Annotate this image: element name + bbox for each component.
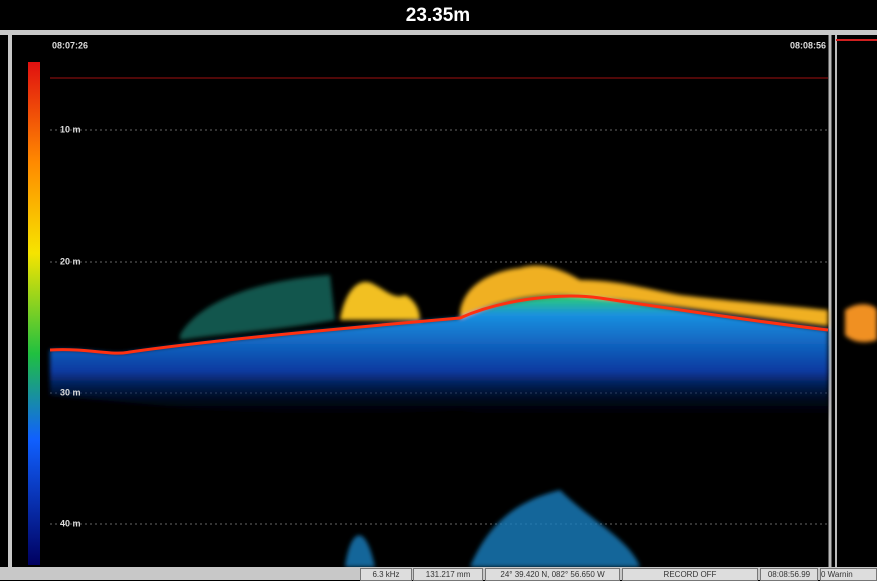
- status-field: RECORD OFF: [622, 568, 758, 581]
- depth-label: 30 m: [60, 387, 81, 397]
- end-time: 08:08:56: [790, 40, 826, 50]
- depth-label: 40 m: [60, 518, 81, 528]
- depth-readout: 23.35m: [406, 5, 470, 26]
- start-time: 08:07:26: [52, 40, 88, 50]
- depth-label: 20 m: [60, 256, 81, 266]
- echogram-view: 23.35m 08:07:26 08:08:56 10 m 20 m 30 m …: [0, 0, 877, 580]
- color-scale: [28, 62, 40, 565]
- status-field: 0 Warnin: [820, 568, 877, 581]
- frame-top: [0, 30, 877, 35]
- ascope-return: [845, 304, 877, 342]
- echosounder-window: 23.35m 08:07:26 08:08:56 10 m 20 m 30 m …: [0, 0, 877, 580]
- frame-left: [8, 35, 12, 567]
- status-field: 6.3 kHz: [360, 568, 412, 581]
- status-field: 131.217 mm: [413, 568, 483, 581]
- status-field: 24° 39.420 N, 082° 56.650 W: [485, 568, 620, 581]
- status-field: 08:08:56.99: [760, 568, 818, 581]
- depth-label: 10 m: [60, 124, 81, 134]
